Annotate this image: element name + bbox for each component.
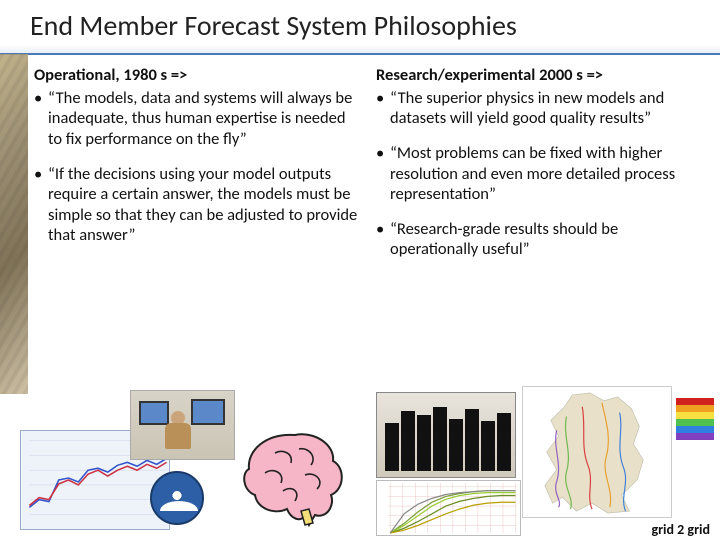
legend-swatch <box>676 398 714 405</box>
right-bullet-1: “The superior physics in new models and … <box>376 88 700 129</box>
server-rack-icon <box>465 409 479 471</box>
left-bullet-1: “The models, data and systems will alway… <box>34 88 358 150</box>
right-bullet-2: “Most problems can be fixed with higher … <box>376 143 700 205</box>
left-bullet-2: “If the decisions using your model outpu… <box>34 164 358 247</box>
right-column: Research/experimental 2000 s => “The sup… <box>376 65 700 274</box>
map-legend <box>676 398 714 440</box>
left-heading: Operational, 1980 s => <box>34 65 358 86</box>
server-rack-icon <box>401 411 415 471</box>
operator-photo <box>130 390 235 460</box>
server-rack-icon <box>433 407 447 471</box>
right-bullet-3: “Research-grade results should be operat… <box>376 219 700 260</box>
person-icon <box>165 411 191 451</box>
legend-swatch <box>676 433 714 440</box>
server-rack-icon <box>481 421 495 471</box>
slide-title: End Member Forecast System Philosophies <box>30 8 690 43</box>
noaa-logo-icon <box>150 471 204 525</box>
content-columns: Operational, 1980 s => “The models, data… <box>0 55 720 274</box>
server-racks-photo <box>376 392 516 478</box>
monitor-icon <box>191 399 225 425</box>
right-heading: Research/experimental 2000 s => <box>376 65 700 86</box>
ensemble-lines-chart <box>376 480 521 536</box>
scotland-map <box>522 386 672 518</box>
title-bar: End Member Forecast System Philosophies <box>0 0 720 55</box>
legend-swatch <box>676 426 714 433</box>
imagery-row: grid 2 grid <box>0 380 720 540</box>
server-rack-icon <box>449 419 463 471</box>
brain-clipart <box>235 423 355 528</box>
legend-swatch <box>676 419 714 426</box>
legend-swatch <box>676 412 714 419</box>
left-column: Operational, 1980 s => “The models, data… <box>34 65 358 274</box>
server-rack-icon <box>417 415 431 471</box>
server-rack-icon <box>497 413 511 471</box>
footer-label: grid 2 grid <box>651 521 710 538</box>
server-rack-icon <box>385 423 399 471</box>
legend-swatch <box>676 405 714 412</box>
